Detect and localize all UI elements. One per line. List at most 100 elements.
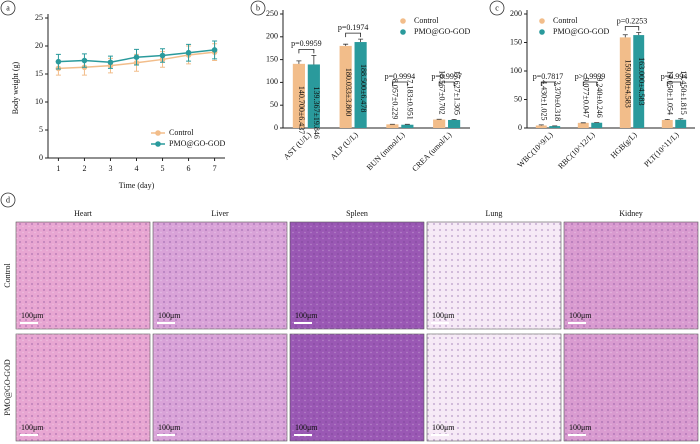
value-label: 9.077±0.047 xyxy=(581,77,590,117)
bar xyxy=(386,124,399,128)
point xyxy=(159,52,166,59)
value-label: 9.240±0.246 xyxy=(595,77,604,117)
p-value: p=0.9959 xyxy=(291,39,322,48)
value-label: 14.050±1.054 xyxy=(665,71,674,115)
significance-bracket xyxy=(438,81,455,86)
legend-marker xyxy=(155,130,161,136)
scale-bar-label: 100μm xyxy=(432,311,455,320)
legend-label: Control xyxy=(169,128,194,137)
value-label: 7.183±0.951 xyxy=(406,79,415,119)
histology-texture xyxy=(16,334,150,441)
legend-marker xyxy=(539,18,545,24)
y-tick-label: 20 xyxy=(35,41,43,50)
row-label: PMO@GO-GOD xyxy=(3,359,12,415)
scale-bar-label: 100μm xyxy=(295,311,318,320)
panel-letter: a xyxy=(6,3,10,12)
legend-label: Control xyxy=(414,16,439,25)
scale-bar-label: 100μm xyxy=(569,311,592,320)
x-axis-title: Time (day) xyxy=(119,181,155,190)
value-label: 163.000±4.583 xyxy=(637,57,646,105)
legend-marker xyxy=(400,29,406,35)
legend-marker xyxy=(539,29,545,35)
histology-texture xyxy=(564,222,698,329)
x-tick-label: HGB(g/L) xyxy=(609,130,639,160)
scale-bar-label: 100μm xyxy=(158,423,181,432)
bar xyxy=(339,45,352,128)
x-tick-label: 4 xyxy=(135,164,139,173)
error-bar xyxy=(343,43,349,46)
bar xyxy=(292,63,305,128)
y-tick-label: 15 xyxy=(35,69,43,78)
bar xyxy=(307,64,320,128)
value-label: 139.367±19.846 xyxy=(312,86,321,138)
significance-bracket xyxy=(540,81,556,86)
y-axis-title: Body weight (g) xyxy=(11,61,20,114)
value-label: 3.370±0.318 xyxy=(553,81,562,121)
legend-label: Control xyxy=(553,16,578,25)
scale-bar-label: 100μm xyxy=(21,311,44,320)
x-tick-label: CREA (umol/L) xyxy=(410,130,453,173)
column-label: Heart xyxy=(74,209,93,218)
legend-label: PMO@GO-GOD xyxy=(553,27,609,36)
error-bar xyxy=(636,32,642,36)
y-tick-label: 0 xyxy=(518,123,522,132)
bar xyxy=(591,122,603,128)
bar xyxy=(448,119,461,128)
error-bar xyxy=(622,34,628,38)
x-tick-label: PLT(10^11/L) xyxy=(642,130,681,169)
significance-bracket xyxy=(582,81,598,86)
p-value: p=0.1974 xyxy=(338,23,369,32)
legend-label: PMO@GO-GOD xyxy=(414,27,470,36)
bar xyxy=(401,124,414,128)
point xyxy=(133,54,140,60)
y-tick-label: 0 xyxy=(39,153,43,162)
p-value: p=0.7817 xyxy=(533,72,564,81)
y-tick-label: 200 xyxy=(266,32,278,41)
p-value: p=0.2253 xyxy=(617,16,648,25)
histology-texture xyxy=(564,334,698,441)
scale-bar-label: 100μm xyxy=(158,311,181,320)
histology-texture xyxy=(153,222,287,329)
x-tick-label: 1 xyxy=(56,164,60,173)
histology-texture xyxy=(153,334,287,441)
scale-bar-label: 100μm xyxy=(295,423,318,432)
y-tick-label: 100 xyxy=(510,66,522,75)
significance-bracket xyxy=(298,48,315,54)
x-tick-label: 5 xyxy=(161,164,165,173)
y-tick-label: 50 xyxy=(270,100,278,109)
panel-letter: d xyxy=(6,195,10,204)
column-label: Spleen xyxy=(346,209,368,218)
y-tick-label: 0 xyxy=(274,123,278,132)
histology-texture xyxy=(427,222,561,329)
error-bar xyxy=(451,118,457,120)
value-label: 8.057±0.229 xyxy=(391,79,400,119)
error-bar xyxy=(311,54,317,65)
error-bar xyxy=(296,60,302,64)
x-tick-label: BUN (mmol/L) xyxy=(365,130,407,172)
bar xyxy=(661,119,673,128)
p-value: p=0.994 xyxy=(661,72,688,81)
row-label: Control xyxy=(3,263,12,288)
panel-letter-ring xyxy=(0,192,16,208)
bar xyxy=(433,119,446,128)
value-label: 159.000±4.583 xyxy=(623,59,632,107)
error-bar xyxy=(358,38,364,43)
histology-texture xyxy=(290,334,424,441)
y-tick-label: 150 xyxy=(510,37,522,46)
bar xyxy=(675,119,687,128)
x-tick-label: AST (U/L) xyxy=(282,130,313,161)
y-tick-label: 250 xyxy=(266,9,278,18)
y-tick-label: 100 xyxy=(266,77,278,86)
x-tick-label: 6 xyxy=(187,164,191,173)
legend-label: PMO@GO-GOD xyxy=(169,139,225,148)
column-label: Kidney xyxy=(619,209,643,218)
value-label: 14.450±1.815 xyxy=(679,70,688,114)
significance-bracket xyxy=(624,26,640,31)
error-bar xyxy=(678,118,684,120)
significance-bracket xyxy=(666,81,682,86)
panel-letter: b xyxy=(256,3,260,12)
x-tick-label: 2 xyxy=(82,164,86,173)
bar xyxy=(535,125,547,128)
panel-letter: c xyxy=(495,3,499,12)
